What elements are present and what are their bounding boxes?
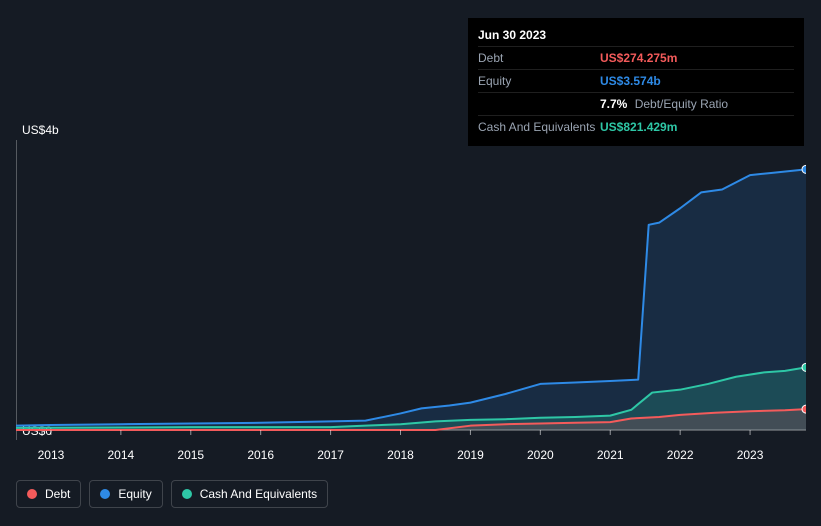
tooltip-row-debt: Debt US$274.275m: [478, 46, 794, 69]
legend-dot-icon: [100, 489, 110, 499]
x-tick-label: 2018: [387, 448, 414, 462]
legend-label: Cash And Equivalents: [200, 487, 317, 501]
x-tick-label: 2017: [317, 448, 344, 462]
x-axis-labels: 2013 2014 2015 2016 2017 2018 2019 2020 2021 2022…: [16, 448, 806, 464]
tooltip-label: [478, 95, 600, 113]
x-tick-label: 2022: [667, 448, 694, 462]
legend-label: Equity: [118, 487, 151, 501]
x-tick-label: 2020: [527, 448, 554, 462]
legend: Debt Equity Cash And Equivalents: [16, 480, 328, 508]
legend-item-cash[interactable]: Cash And Equivalents: [171, 480, 328, 508]
chart-container: { "tooltip": { "date": "Jun 30 2023", "r…: [0, 0, 821, 526]
tooltip-date: Jun 30 2023: [478, 26, 794, 44]
tooltip-value: US$3.574b: [600, 72, 661, 90]
x-tick-label: 2019: [457, 448, 484, 462]
legend-item-debt[interactable]: Debt: [16, 480, 81, 508]
legend-dot-icon: [182, 489, 192, 499]
plot-area[interactable]: [16, 140, 806, 440]
tooltip-value: US$274.275m: [600, 49, 677, 67]
chart-svg: [16, 140, 806, 440]
x-tick-label: 2021: [597, 448, 624, 462]
x-tick-label: 2015: [177, 448, 204, 462]
ratio-label: Debt/Equity Ratio: [635, 97, 728, 111]
y-axis-max-label: US$4b: [22, 123, 59, 137]
legend-label: Debt: [45, 487, 70, 501]
tooltip-panel: Jun 30 2023 Debt US$274.275m Equity US$3…: [468, 18, 804, 146]
tooltip-row-ratio: 7.7% Debt/Equity Ratio: [478, 92, 794, 115]
x-tick-label: 2023: [737, 448, 764, 462]
x-tick-label: 2013: [38, 448, 65, 462]
tooltip-label: Debt: [478, 49, 600, 67]
tooltip-value: US$821.429m: [600, 118, 677, 136]
legend-item-equity[interactable]: Equity: [89, 480, 162, 508]
ratio-pct: 7.7%: [600, 97, 627, 111]
tooltip-row-equity: Equity US$3.574b: [478, 69, 794, 92]
tooltip-row-cash: Cash And Equivalents US$821.429m: [478, 115, 794, 138]
tooltip-label: Equity: [478, 72, 600, 90]
tooltip-label: Cash And Equivalents: [478, 118, 600, 136]
x-tick-label: 2016: [247, 448, 274, 462]
x-tick-label: 2014: [108, 448, 135, 462]
legend-dot-icon: [27, 489, 37, 499]
tooltip-value: 7.7% Debt/Equity Ratio: [600, 95, 728, 113]
